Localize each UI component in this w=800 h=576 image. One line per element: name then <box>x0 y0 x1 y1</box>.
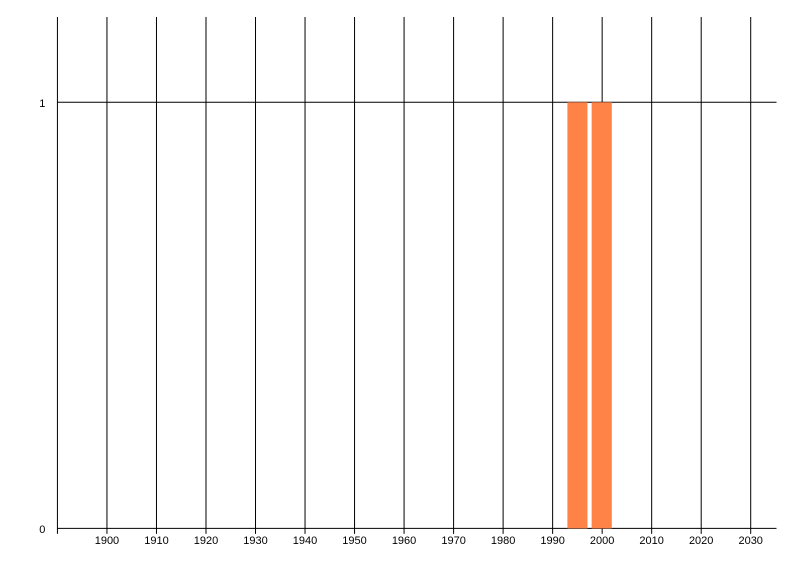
svg-text:1960: 1960 <box>392 535 416 547</box>
svg-text:1990: 1990 <box>540 535 564 547</box>
svg-text:1930: 1930 <box>243 535 267 547</box>
svg-text:2010: 2010 <box>639 535 663 547</box>
svg-text:1940: 1940 <box>293 535 317 547</box>
svg-text:1950: 1950 <box>342 535 366 547</box>
svg-text:1970: 1970 <box>441 535 465 547</box>
svg-text:1: 1 <box>39 98 45 110</box>
svg-text:2000: 2000 <box>590 535 614 547</box>
svg-text:0: 0 <box>39 524 45 536</box>
svg-text:2030: 2030 <box>738 535 762 547</box>
svg-text:1920: 1920 <box>194 535 218 547</box>
svg-text:2020: 2020 <box>689 535 713 547</box>
svg-text:1910: 1910 <box>144 535 168 547</box>
svg-text:1980: 1980 <box>491 535 515 547</box>
svg-text:1900: 1900 <box>95 535 119 547</box>
